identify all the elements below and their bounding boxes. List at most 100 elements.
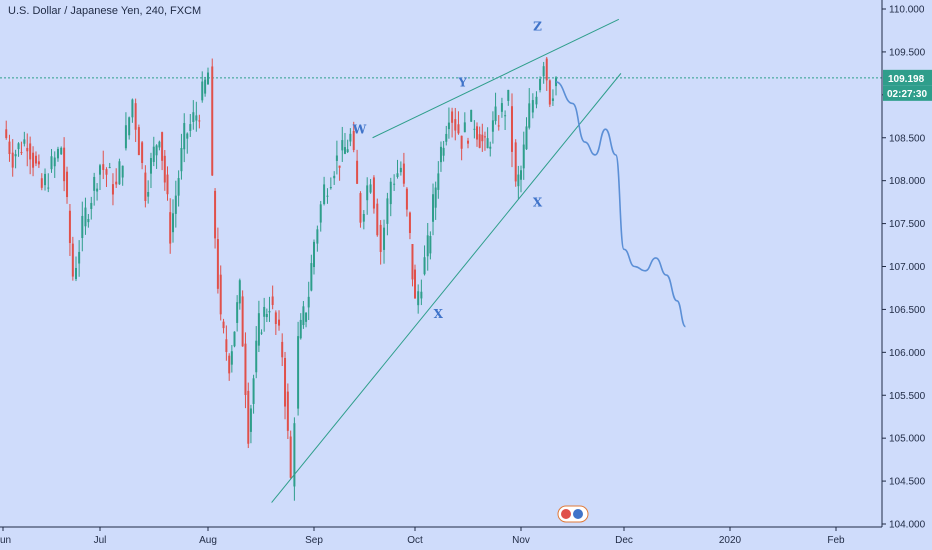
candle-body [323, 184, 326, 204]
candle-body [155, 145, 158, 156]
candle-body [366, 185, 369, 201]
trendline-1[interactable] [271, 73, 622, 503]
candle-body [486, 138, 489, 149]
candle-body [214, 190, 217, 239]
candle-body [244, 343, 247, 396]
candle-body [32, 152, 35, 168]
candle-body [470, 109, 473, 122]
candle-body [432, 194, 435, 222]
candle-body [166, 174, 169, 195]
current-price-value: 109.198 [888, 74, 925, 85]
x-tick-label: Jun [0, 535, 11, 546]
candle-body [411, 243, 414, 280]
candle-body [402, 163, 405, 184]
candle-body [389, 181, 392, 205]
candle-body [44, 173, 47, 186]
candle-body [99, 165, 101, 175]
candle-body [408, 212, 411, 234]
candle-body [429, 236, 432, 254]
candle-body [8, 141, 11, 155]
candle-body [442, 147, 445, 156]
candle-body [352, 131, 355, 151]
candle-body [483, 136, 486, 138]
candle-body [522, 144, 525, 169]
y-tick-label: 110.000 [889, 5, 925, 16]
candle-body [128, 117, 131, 136]
y-tick-label: 106.500 [889, 305, 926, 316]
candle-body [289, 436, 292, 478]
candle-body [222, 321, 225, 329]
candle-body [302, 306, 305, 326]
wave-label-y-2: Y [457, 75, 467, 89]
candle-body [447, 122, 450, 130]
y-tick-label: 105.000 [889, 434, 926, 445]
flag-icon [573, 509, 583, 519]
candle-body [68, 210, 71, 244]
candle-body [265, 313, 268, 318]
candle-body [63, 147, 66, 182]
candle-body [207, 72, 209, 85]
current-price-badge [883, 69, 932, 86]
x-tick-label: Sep [305, 535, 323, 546]
candle-body [335, 155, 338, 161]
candle-body [183, 123, 186, 150]
candle-body [338, 165, 341, 168]
candle-body [414, 269, 416, 299]
candle-body [271, 296, 274, 305]
trendline-2[interactable] [372, 18, 620, 139]
candle-body [551, 98, 554, 101]
candle-body [379, 224, 382, 252]
y-tick-label: 108.000 [889, 176, 926, 187]
candle-body [343, 147, 346, 154]
candle-body [115, 181, 118, 185]
candle-body [84, 207, 87, 227]
candle-body [489, 146, 492, 149]
wave-label-x-3: X [533, 195, 543, 209]
candle-body [161, 132, 164, 161]
candle-body [219, 274, 222, 315]
candle-body [71, 243, 74, 277]
y-tick-label: 108.500 [889, 133, 926, 144]
candle-body [247, 390, 250, 444]
candle-body [284, 357, 287, 407]
candle-body [172, 213, 175, 233]
candle-body [310, 263, 313, 291]
candle-body [305, 312, 308, 322]
y-tick-label: 107.000 [889, 262, 926, 273]
candle-body [177, 178, 180, 196]
candle-body [423, 257, 426, 275]
candle-body [539, 78, 542, 91]
candle-body [500, 103, 503, 112]
x-tick-label: Dec [615, 535, 633, 546]
candle-body [316, 229, 319, 244]
candle-body [189, 124, 192, 131]
candle-body [74, 267, 77, 280]
candle-body [531, 100, 534, 113]
candle-body [359, 193, 362, 223]
candle-body [510, 106, 513, 152]
candle-body [198, 120, 201, 122]
candle-body [186, 133, 189, 139]
candle-body [528, 103, 531, 128]
chart-title: U.S. Dollar / Japanese Yen, 240, FXCM [8, 5, 202, 17]
candle-body [216, 239, 219, 289]
x-tick-label: Feb [827, 535, 845, 546]
candle-body [29, 143, 32, 160]
candle-body [163, 155, 166, 183]
candle-body [192, 112, 195, 122]
candle-body [514, 142, 517, 182]
candle-body [105, 169, 108, 175]
candle-body [349, 133, 352, 142]
projection-path[interactable] [555, 81, 687, 328]
candle-body [274, 312, 277, 325]
candle-body [386, 198, 389, 224]
candle-body [238, 280, 241, 304]
candle-body [369, 184, 372, 193]
x-tick-label: 2020 [719, 535, 742, 546]
candle-body [545, 58, 548, 81]
candle-body [34, 155, 37, 164]
candle-body [96, 188, 99, 192]
y-tick-label: 106.000 [889, 348, 926, 359]
